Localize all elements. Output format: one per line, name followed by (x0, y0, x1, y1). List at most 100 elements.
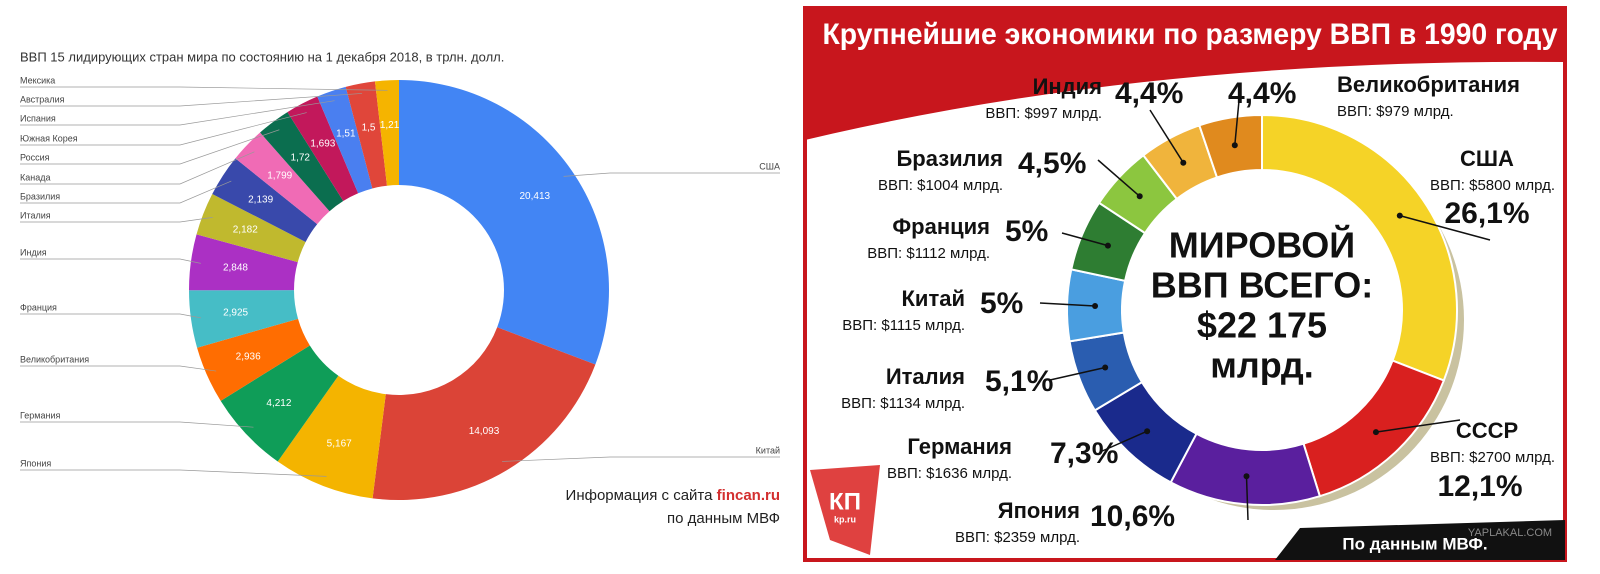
footer-band (1275, 520, 1565, 560)
slice-label: 4,212 (266, 398, 291, 409)
gdp-label: ВВП: $1004 млрд. (878, 177, 1003, 194)
slice (260, 112, 344, 212)
leader-line (20, 258, 201, 264)
slice-label: 2,139 (248, 195, 273, 206)
center-text: МИРОВОЙ (1169, 224, 1355, 266)
legend-label: Китай (756, 445, 780, 455)
source: по данным МВФ (667, 510, 780, 527)
gdp-label: ВВП: $1636 млрд. (887, 465, 1012, 482)
country-name: СССР (1456, 418, 1518, 443)
country-name: Китай (902, 286, 966, 311)
slice-label: 1,5 (362, 122, 376, 133)
logo-sub: kp.ru (834, 514, 856, 524)
leader-line (20, 421, 254, 428)
slice-label: 2,925 (223, 308, 248, 319)
percent-label: 10,6% (1090, 500, 1175, 533)
slice (220, 345, 339, 462)
leader-line (1245, 476, 1249, 521)
slice-label: 5,167 (327, 438, 352, 449)
gdp-label: ВВП: $997 млрд. (985, 105, 1102, 122)
slice (372, 327, 596, 501)
leader-line (20, 86, 388, 91)
leader-line (20, 129, 280, 165)
leader-line (20, 469, 327, 477)
slice-label: 2,936 (236, 352, 261, 363)
slice-label: 14,093 (469, 426, 500, 437)
leader-dot (1136, 193, 1143, 200)
country-name: Германия (907, 434, 1012, 459)
leader-dot (1092, 302, 1099, 309)
percent-label: 7,3% (1050, 437, 1118, 470)
watermark: YAPLAKAL.COM (1468, 527, 1552, 539)
country-name: Великобритания (1337, 72, 1520, 97)
legend-label: Франция (20, 302, 57, 312)
legend-label: Италия (20, 210, 51, 220)
percent-label: 4,4% (1115, 77, 1183, 110)
slice (197, 318, 310, 401)
leader-line (1149, 109, 1184, 164)
leader-dot (1104, 242, 1111, 249)
leader-line (1049, 366, 1106, 381)
header-band (805, 8, 1565, 140)
legend-label: США (759, 161, 780, 171)
gdp-label: ВВП: $1134 млрд. (841, 395, 965, 412)
slice-label: 1,51 (336, 128, 356, 139)
legend-label: Испания (20, 113, 56, 123)
slice-label: 1,799 (267, 171, 292, 182)
slice (399, 80, 609, 365)
source: По данным МВФ. (1342, 534, 1487, 553)
percent-label: 5% (1005, 215, 1048, 248)
country-name: США (1460, 146, 1514, 171)
leader-line (20, 313, 202, 319)
legend-label: Великобритания (20, 354, 89, 364)
legend-label: Южная Корея (20, 133, 78, 143)
center-text: $22 175 (1197, 305, 1327, 346)
leader-line (1039, 302, 1096, 307)
slice (287, 96, 359, 202)
leader-line (563, 172, 780, 177)
legend-label: Япония (20, 458, 51, 468)
legend-label: Австралия (20, 94, 65, 104)
leader-dot (1243, 473, 1250, 480)
slice (235, 132, 330, 225)
leader-line (1399, 214, 1491, 241)
center-text: млрд. (1210, 345, 1313, 386)
slice (277, 375, 386, 499)
leader-dot (1144, 428, 1151, 435)
gdp-label: ВВП: $5800 млрд. (1430, 177, 1555, 194)
leader-line (1061, 232, 1109, 247)
leader-dot (1396, 212, 1403, 219)
country-name: Индия (1033, 74, 1102, 99)
gdp-label: ВВП: $979 млрд. (1337, 103, 1454, 120)
legend-label: Бразилия (20, 191, 60, 201)
country-name: Франция (892, 214, 990, 239)
gdp-label: ВВП: $2359 млрд. (955, 529, 1080, 546)
logo: КП (829, 488, 861, 515)
percent-label: 5,1% (985, 365, 1053, 398)
leader-dot (1102, 364, 1109, 371)
percent-label: 26,1% (1444, 197, 1529, 230)
leader-line (1099, 430, 1148, 453)
leader-line (20, 151, 255, 185)
legend-label: Канада (20, 172, 50, 182)
annotation: Информация с сайта fincan.ru (566, 487, 780, 504)
leader-line (20, 217, 213, 223)
source-site: fincan.ru (717, 487, 780, 504)
hole (1122, 170, 1402, 450)
slice (345, 81, 387, 189)
legend-label: Германия (20, 410, 60, 420)
slice (196, 193, 306, 263)
logo-splash (810, 465, 880, 555)
slice-label: 1,72 (291, 152, 311, 163)
center-text: ВВП ВСЕГО: (1151, 265, 1373, 306)
country-name: Япония (998, 498, 1080, 523)
gdp-label: ВВП: $1112 млрд. (867, 245, 990, 262)
legend-label: Индия (20, 247, 47, 257)
legend-label: Мексика (20, 75, 55, 85)
slice (317, 86, 373, 194)
leader-line (1097, 159, 1141, 197)
gdp-label: ВВП: $2700 млрд. (1430, 449, 1555, 466)
leader-line (20, 365, 217, 372)
leader-line (20, 112, 307, 146)
